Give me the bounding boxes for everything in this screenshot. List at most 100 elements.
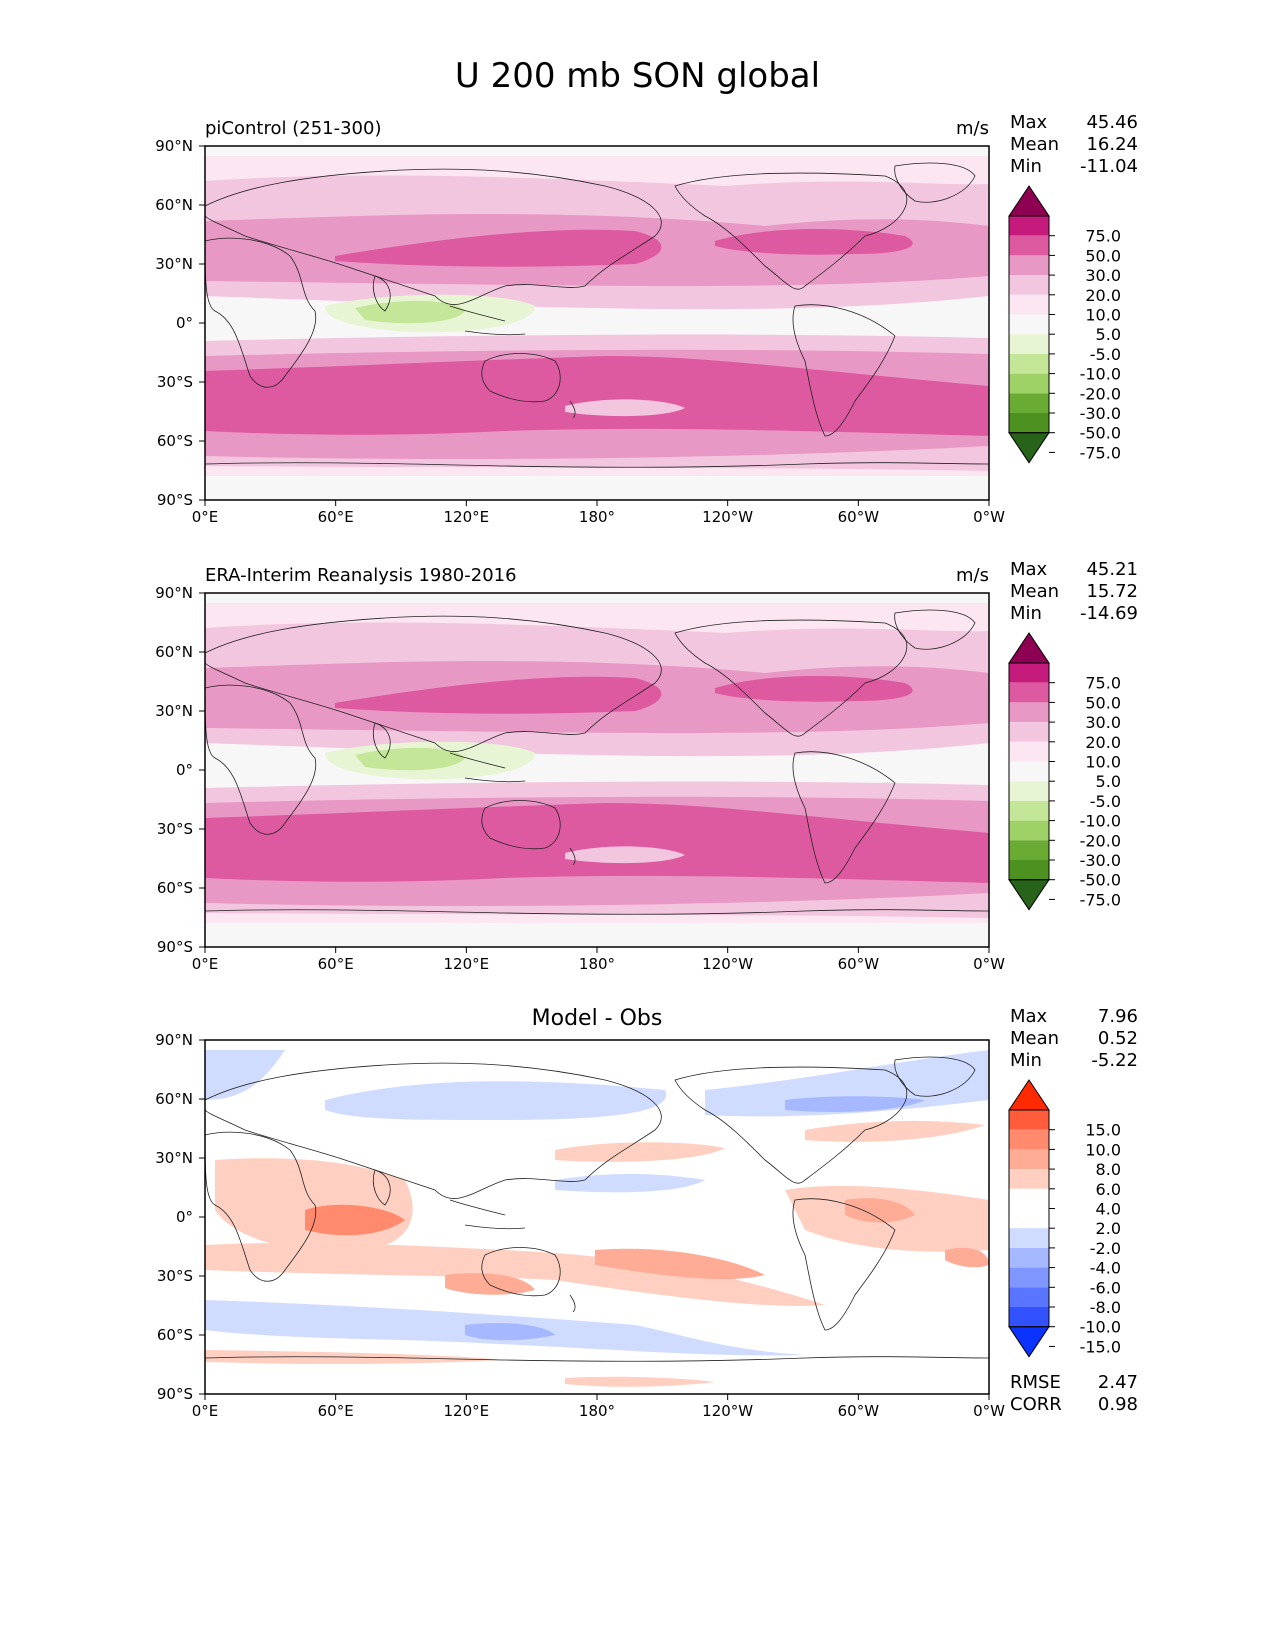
- y-tick-label: 60°N: [155, 1090, 193, 1108]
- stat-label: Max: [1010, 112, 1048, 133]
- colorbar-label: -8.0: [1090, 1298, 1121, 1317]
- y-tick-label: 60°S: [157, 879, 193, 897]
- x-tick-label: 120°E: [444, 955, 490, 973]
- colorbar-label: 10.0: [1085, 753, 1121, 772]
- colorbar-label: 10.0: [1085, 1140, 1121, 1159]
- y-tick-label: 90°S: [157, 491, 193, 509]
- x-tick-label: 120°E: [444, 508, 490, 526]
- colorbar-label: 75.0: [1085, 674, 1121, 693]
- colorbar-label: 20.0: [1085, 286, 1121, 305]
- units-label: m/s: [956, 565, 989, 586]
- x-tick-label: 180°: [579, 1402, 615, 1420]
- colorbar-label: -30.0: [1080, 404, 1121, 423]
- metric-row: CORR 0.98: [1010, 1394, 1138, 1416]
- stat-label: Mean: [1010, 1028, 1060, 1049]
- x-tick-label: 0°E: [192, 1402, 219, 1420]
- y-tick-label: 60°S: [157, 432, 193, 450]
- stat-label: Mean: [1010, 134, 1060, 155]
- x-tick-label: 0°E: [192, 955, 219, 973]
- colorbar-label: 15.0: [1085, 1121, 1121, 1140]
- panel-title: Model - Obs: [531, 1006, 663, 1031]
- colorbar-label: 8.0: [1096, 1160, 1121, 1179]
- colorbar-label: -75.0: [1080, 890, 1121, 909]
- colorbar-label: 50.0: [1085, 693, 1121, 712]
- stat-label: Min: [1010, 1050, 1042, 1071]
- colorbar-label: 30.0: [1085, 266, 1121, 285]
- colorbar-label: -15.0: [1080, 1337, 1121, 1356]
- stat-value: -5.22: [1091, 1050, 1138, 1071]
- y-tick-label: 30°S: [157, 1267, 193, 1285]
- stat-row: Min -11.04: [1010, 156, 1138, 178]
- stat-row: Max 45.46: [1010, 112, 1138, 134]
- field: [205, 146, 989, 500]
- y-tick-label: 30°N: [155, 255, 193, 273]
- y-tick-label: 90°S: [157, 938, 193, 956]
- stat-row: Mean 0.52: [1010, 1028, 1138, 1050]
- stat-label: Max: [1010, 1006, 1048, 1027]
- stat-label: Mean: [1010, 581, 1060, 602]
- x-tick-label: 180°: [579, 955, 615, 973]
- colorbar-label: -30.0: [1080, 851, 1121, 870]
- stat-row: Min -14.69: [1010, 603, 1138, 625]
- stat-row: Mean 15.72: [1010, 581, 1138, 603]
- colorbar-label: -10.0: [1080, 812, 1121, 831]
- stats-block: Max 7.96 Mean 0.52 Min -5.22: [1010, 1006, 1138, 1072]
- map-panel-test: 0°E 60°E 120°E 180° 120°W 60°W 0°W 90°N 60°N 30°N…: [155, 137, 1005, 526]
- y-tick-label: 30°N: [155, 1149, 193, 1167]
- x-tick-label: 0°W: [973, 955, 1005, 973]
- stats-block: Max 45.46 Mean 16.24 Min -11.04: [1010, 112, 1138, 178]
- colorbar-reference: 75.050.030.020.010.05.0-5.0-10.0-20.0-30…: [1008, 632, 1121, 911]
- field: [205, 593, 989, 947]
- colorbar-label: -2.0: [1090, 1239, 1121, 1258]
- colorbar-label: 75.0: [1085, 227, 1121, 246]
- y-tick-label: 90°S: [157, 1385, 193, 1403]
- x-tick-label: 120°E: [444, 1402, 490, 1420]
- colorbar-swatches: [1008, 632, 1050, 911]
- x-tick-label: 180°: [579, 508, 615, 526]
- colorbar-label: -75.0: [1080, 443, 1121, 462]
- metric-value: 0.98: [1097, 1394, 1138, 1415]
- colorbar-label: -5.0: [1090, 792, 1121, 811]
- colorbar-label: 2.0: [1096, 1219, 1121, 1238]
- x-tick-label: 60°W: [838, 955, 880, 973]
- stat-value: -14.69: [1079, 603, 1138, 624]
- stat-label: Min: [1010, 156, 1042, 177]
- x-tick-label: 0°E: [192, 508, 219, 526]
- map-panel-difference: 0°E 60°E 120°E 180° 120°W 60°W 0°W 90°N 60°N 30°N…: [155, 1031, 1005, 1420]
- colorbar-label: 10.0: [1085, 306, 1121, 325]
- metric-label: RMSE: [1010, 1372, 1061, 1393]
- x-tick-label: 120°W: [702, 508, 753, 526]
- colorbar-label: -4.0: [1090, 1259, 1121, 1278]
- x-tick-label: 60°E: [318, 1402, 354, 1420]
- y-tick-label: 30°S: [157, 373, 193, 391]
- figure-title: U 200 mb SON global: [454, 56, 821, 96]
- stat-row: Mean 16.24: [1010, 134, 1138, 156]
- colorbar-label: -5.0: [1090, 345, 1121, 364]
- metrics-block: RMSE 2.47 CORR 0.98: [1010, 1372, 1138, 1416]
- x-tick-label: 60°E: [318, 955, 354, 973]
- colorbar-label: 20.0: [1085, 733, 1121, 752]
- colorbar-swatches: [1008, 1079, 1050, 1358]
- colorbar-label: 50.0: [1085, 246, 1121, 265]
- stat-label: Max: [1010, 559, 1048, 580]
- field: [205, 1040, 989, 1394]
- stat-row: Max 7.96: [1010, 1006, 1138, 1028]
- x-tick-label: 60°W: [838, 1402, 880, 1420]
- coastlines: [205, 1056, 989, 1362]
- y-tick-label: 0°: [176, 761, 193, 779]
- colorbar-difference: 15.010.08.06.04.02.0-2.0-4.0-6.0-8.0-10.…: [1008, 1079, 1121, 1358]
- stat-label: Min: [1010, 603, 1042, 624]
- y-tick-label: 60°N: [155, 643, 193, 661]
- stat-value: 45.46: [1086, 112, 1138, 133]
- stat-value: 45.21: [1086, 559, 1138, 580]
- coastlines: [205, 609, 989, 915]
- colorbar-label: 5.0: [1096, 325, 1121, 344]
- colorbar-label: 5.0: [1096, 772, 1121, 791]
- stat-value: 15.72: [1086, 581, 1138, 602]
- x-tick-label: 0°W: [973, 508, 1005, 526]
- colorbar-label: 30.0: [1085, 713, 1121, 732]
- stat-row: Min -5.22: [1010, 1050, 1138, 1072]
- stats-block: Max 45.21 Mean 15.72 Min -14.69: [1010, 559, 1138, 625]
- stat-value: 0.52: [1097, 1028, 1138, 1049]
- panel-title: ERA-Interim Reanalysis 1980-2016: [205, 565, 517, 586]
